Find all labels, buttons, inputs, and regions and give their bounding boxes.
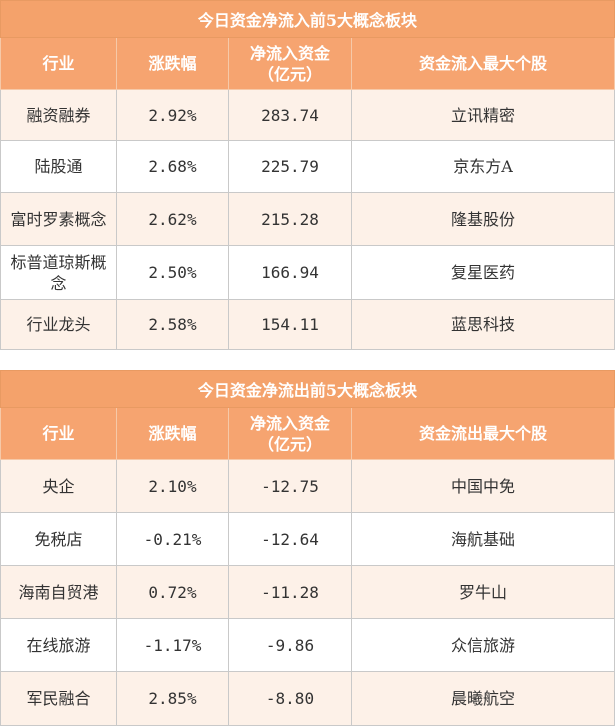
table-separator xyxy=(0,354,615,370)
table-row: 融资融券 2.92% 283.74 立讯精密 xyxy=(0,90,615,141)
top-stock-cell: 隆基股份 xyxy=(352,193,615,246)
table-row: 标普道琼斯概念 2.50% 166.94 复星医药 xyxy=(0,246,615,300)
sector-cell: 陆股通 xyxy=(0,141,117,193)
header-sector: 行业 xyxy=(0,38,117,90)
change-cell: -0.21% xyxy=(117,513,229,566)
change-cell: 2.10% xyxy=(117,460,229,513)
change-cell: 2.50% xyxy=(117,246,229,300)
table-row: 军民融合 2.85% -8.80 晨曦航空 xyxy=(0,672,615,726)
change-cell: 2.62% xyxy=(117,193,229,246)
sector-cell: 免税店 xyxy=(0,513,117,566)
header-net-flow: 净流入资金 （亿元） xyxy=(229,38,352,90)
top-stock-cell: 海航基础 xyxy=(352,513,615,566)
sector-cell: 央企 xyxy=(0,460,117,513)
sector-cell: 行业龙头 xyxy=(0,300,117,350)
outflow-rows: 央企 2.10% -12.75 中国中免 免税店 -0.21% -12.64 海… xyxy=(0,460,615,726)
top-stock-cell: 晨曦航空 xyxy=(352,672,615,726)
outflow-table: 今日资金净流出前5大概念板块 行业 涨跌幅 净流入资金 （亿元） 资金流出最大个… xyxy=(0,370,615,726)
net-flow-cell: -12.75 xyxy=(229,460,352,513)
inflow-table: 今日资金净流入前5大概念板块 行业 涨跌幅 净流入资金 （亿元） 资金流入最大个… xyxy=(0,0,615,350)
table-row: 海南自贸港 0.72% -11.28 罗牛山 xyxy=(0,566,615,619)
sector-cell: 在线旅游 xyxy=(0,619,117,672)
change-cell: 2.58% xyxy=(117,300,229,350)
change-cell: -1.17% xyxy=(117,619,229,672)
top-stock-cell: 立讯精密 xyxy=(352,90,615,141)
header-top-stock: 资金流入最大个股 xyxy=(352,38,615,90)
header-top-stock: 资金流出最大个股 xyxy=(352,408,615,460)
net-flow-cell: 225.79 xyxy=(229,141,352,193)
table-row: 在线旅游 -1.17% -9.86 众信旅游 xyxy=(0,619,615,672)
header-change: 涨跌幅 xyxy=(117,408,229,460)
inflow-header-row: 行业 涨跌幅 净流入资金 （亿元） 资金流入最大个股 xyxy=(0,38,615,90)
top-stock-cell: 众信旅游 xyxy=(352,619,615,672)
table-row: 央企 2.10% -12.75 中国中免 xyxy=(0,460,615,513)
sector-cell: 军民融合 xyxy=(0,672,117,726)
top-stock-cell: 罗牛山 xyxy=(352,566,615,619)
sector-cell: 标普道琼斯概念 xyxy=(0,246,117,300)
top-stock-cell: 蓝思科技 xyxy=(352,300,615,350)
table-row: 免税店 -0.21% -12.64 海航基础 xyxy=(0,513,615,566)
top-stock-cell: 复星医药 xyxy=(352,246,615,300)
table-row: 行业龙头 2.58% 154.11 蓝思科技 xyxy=(0,300,615,350)
net-flow-cell: -12.64 xyxy=(229,513,352,566)
net-flow-cell: -11.28 xyxy=(229,566,352,619)
net-flow-cell: 215.28 xyxy=(229,193,352,246)
net-flow-cell: 283.74 xyxy=(229,90,352,141)
header-sector: 行业 xyxy=(0,408,117,460)
outflow-header-row: 行业 涨跌幅 净流入资金 （亿元） 资金流出最大个股 xyxy=(0,408,615,460)
table-row: 陆股通 2.68% 225.79 京东方A xyxy=(0,141,615,193)
top-stock-cell: 中国中免 xyxy=(352,460,615,513)
sector-cell: 海南自贸港 xyxy=(0,566,117,619)
outflow-table-title: 今日资金净流出前5大概念板块 xyxy=(0,370,615,408)
sector-cell: 融资融券 xyxy=(0,90,117,141)
change-cell: 2.85% xyxy=(117,672,229,726)
change-cell: 0.72% xyxy=(117,566,229,619)
net-flow-cell: -8.80 xyxy=(229,672,352,726)
change-cell: 2.92% xyxy=(117,90,229,141)
header-net-flow: 净流入资金 （亿元） xyxy=(229,408,352,460)
inflow-table-title: 今日资金净流入前5大概念板块 xyxy=(0,0,615,38)
sector-cell: 富时罗素概念 xyxy=(0,193,117,246)
net-flow-cell: -9.86 xyxy=(229,619,352,672)
net-flow-cell: 166.94 xyxy=(229,246,352,300)
header-change: 涨跌幅 xyxy=(117,38,229,90)
inflow-rows: 融资融券 2.92% 283.74 立讯精密 陆股通 2.68% 225.79 … xyxy=(0,90,615,350)
table-row: 富时罗素概念 2.62% 215.28 隆基股份 xyxy=(0,193,615,246)
net-flow-cell: 154.11 xyxy=(229,300,352,350)
change-cell: 2.68% xyxy=(117,141,229,193)
top-stock-cell: 京东方A xyxy=(352,141,615,193)
